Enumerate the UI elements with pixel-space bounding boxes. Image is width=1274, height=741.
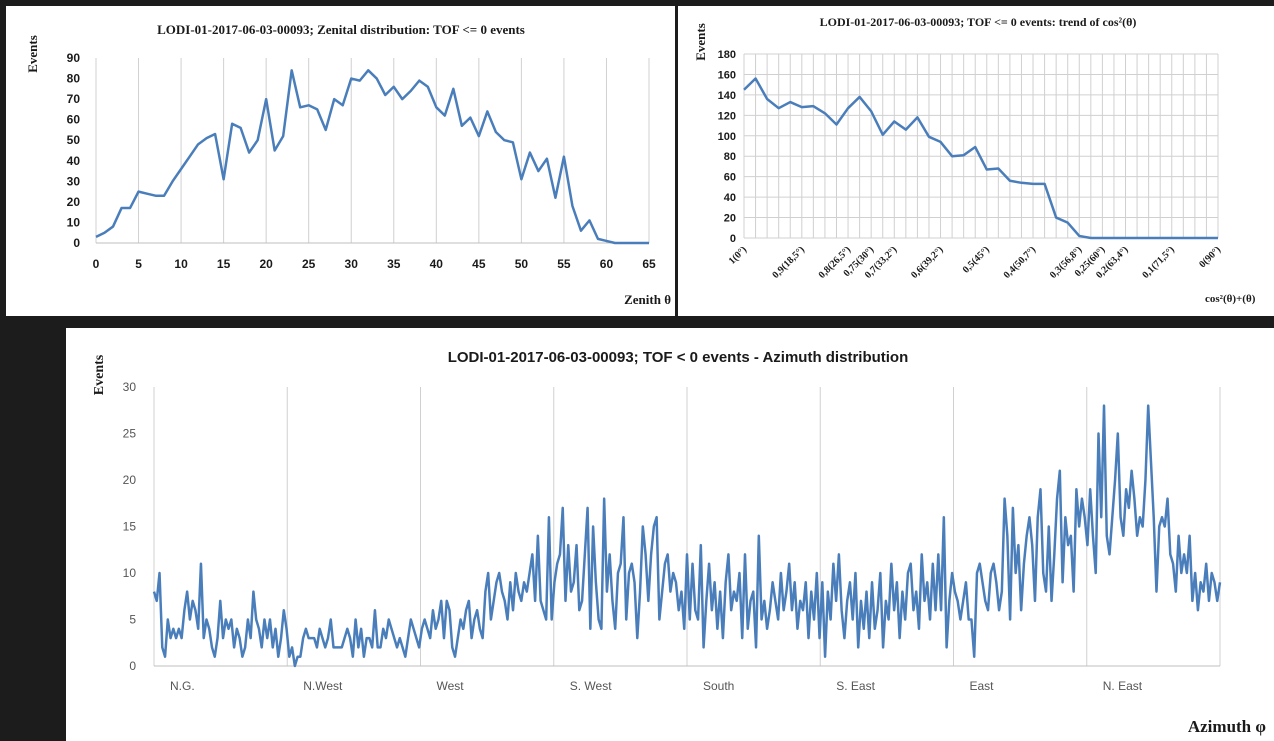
x-tick-label: 25 bbox=[302, 257, 316, 271]
series-line bbox=[152, 404, 1222, 668]
y-tick-label: 50 bbox=[67, 133, 81, 147]
cos2-chart-panel: LODI-01-2017-06-03-00093; TOF <= 0 event… bbox=[678, 6, 1274, 316]
x-tick-label: 55 bbox=[557, 257, 571, 271]
y-tick-label: 80 bbox=[724, 151, 736, 163]
x-axis-label: Azimuth φ bbox=[1188, 717, 1267, 736]
x-tick-label: 40 bbox=[430, 257, 444, 271]
y-tick-label: 20 bbox=[67, 195, 81, 209]
y-tick-label: 20 bbox=[123, 473, 137, 487]
y-tick-label: 140 bbox=[718, 90, 736, 102]
x-tick-label: 30 bbox=[345, 257, 359, 271]
y-tick-label: 160 bbox=[718, 69, 736, 81]
x-tick-label: 0(90°) bbox=[1197, 244, 1223, 270]
x-tick-label: 15 bbox=[217, 257, 231, 271]
series-line bbox=[743, 77, 1218, 240]
y-axis-label: Events bbox=[25, 35, 40, 73]
x-tick-label: 60 bbox=[600, 257, 614, 271]
y-tick-label: 10 bbox=[67, 215, 81, 229]
series-line bbox=[95, 69, 649, 245]
cos2-chart: LODI-01-2017-06-03-00093; TOF <= 0 event… bbox=[693, 15, 1256, 305]
zenith-chart: LODI-01-2017-06-03-00093; Zenital distri… bbox=[25, 22, 671, 307]
y-tick-label: 5 bbox=[129, 613, 136, 627]
x-tick-label: 0,9(18,5°) bbox=[770, 244, 807, 281]
y-tick-label: 25 bbox=[123, 427, 137, 441]
x-tick-label: N.West bbox=[303, 679, 343, 693]
x-tick-label: N. East bbox=[1103, 679, 1143, 693]
azimuth-chart: LODI-01-2017-06-03-00093; TOF < 0 events… bbox=[92, 349, 1267, 736]
y-tick-label: 0 bbox=[73, 236, 80, 250]
x-tick-label: 0,1(71,5°) bbox=[1140, 244, 1177, 281]
x-tick-label: 5 bbox=[135, 257, 142, 271]
y-tick-label: 0 bbox=[129, 659, 136, 673]
y-tick-label: 15 bbox=[123, 520, 137, 534]
y-tick-label: 90 bbox=[67, 51, 81, 65]
x-tick-label: 0,4(50,7°) bbox=[1002, 244, 1039, 281]
x-tick-label: S. West bbox=[570, 679, 612, 693]
zenith-chart-panel: LODI-01-2017-06-03-00093; Zenital distri… bbox=[6, 6, 675, 316]
x-tick-label: South bbox=[703, 679, 734, 693]
x-tick-label: East bbox=[970, 679, 995, 693]
x-tick-label: S. East bbox=[836, 679, 875, 693]
y-tick-label: 20 bbox=[724, 213, 736, 225]
chart-title: LODI-01-2017-06-03-00093; Zenital distri… bbox=[157, 22, 525, 37]
x-tick-label: 10 bbox=[174, 257, 188, 271]
y-axis-label: Events bbox=[693, 23, 708, 61]
y-tick-label: 10 bbox=[123, 566, 137, 580]
y-tick-label: 40 bbox=[724, 192, 736, 204]
x-tick-label: N.G. bbox=[170, 679, 195, 693]
y-tick-label: 120 bbox=[718, 110, 736, 122]
x-axis-label: Zenith θ bbox=[624, 292, 671, 307]
x-tick-label: West bbox=[437, 679, 465, 693]
chart-title: LODI-01-2017-06-03-00093; TOF < 0 events… bbox=[448, 349, 909, 366]
y-tick-label: 80 bbox=[67, 72, 81, 86]
y-tick-label: 40 bbox=[67, 154, 81, 168]
x-tick-label: 0,5(45°) bbox=[961, 244, 992, 275]
y-tick-label: 0 bbox=[730, 233, 736, 245]
x-tick-label: 45 bbox=[472, 257, 486, 271]
x-tick-label: 50 bbox=[515, 257, 529, 271]
y-tick-label: 70 bbox=[67, 92, 81, 106]
y-axis-label: Events bbox=[92, 354, 107, 395]
y-tick-label: 60 bbox=[67, 113, 81, 127]
y-tick-label: 30 bbox=[67, 174, 81, 188]
x-tick-label: 65 bbox=[642, 257, 656, 271]
azimuth-chart-panel: LODI-01-2017-06-03-00093; TOF < 0 events… bbox=[66, 328, 1274, 741]
x-tick-label: 20 bbox=[259, 257, 273, 271]
chart-title: LODI-01-2017-06-03-00093; TOF <= 0 event… bbox=[820, 15, 1137, 29]
x-tick-label: 35 bbox=[387, 257, 401, 271]
x-tick-label: 0,6(39,2°) bbox=[909, 244, 946, 281]
x-tick-label: 1(0°) bbox=[727, 244, 749, 266]
y-tick-label: 30 bbox=[123, 380, 137, 394]
y-tick-label: 180 bbox=[718, 49, 736, 61]
x-tick-label: 0 bbox=[93, 257, 100, 271]
y-tick-label: 60 bbox=[724, 172, 736, 184]
y-tick-label: 100 bbox=[718, 131, 736, 143]
x-axis-label: cos²(θ)+(θ) bbox=[1205, 293, 1256, 305]
